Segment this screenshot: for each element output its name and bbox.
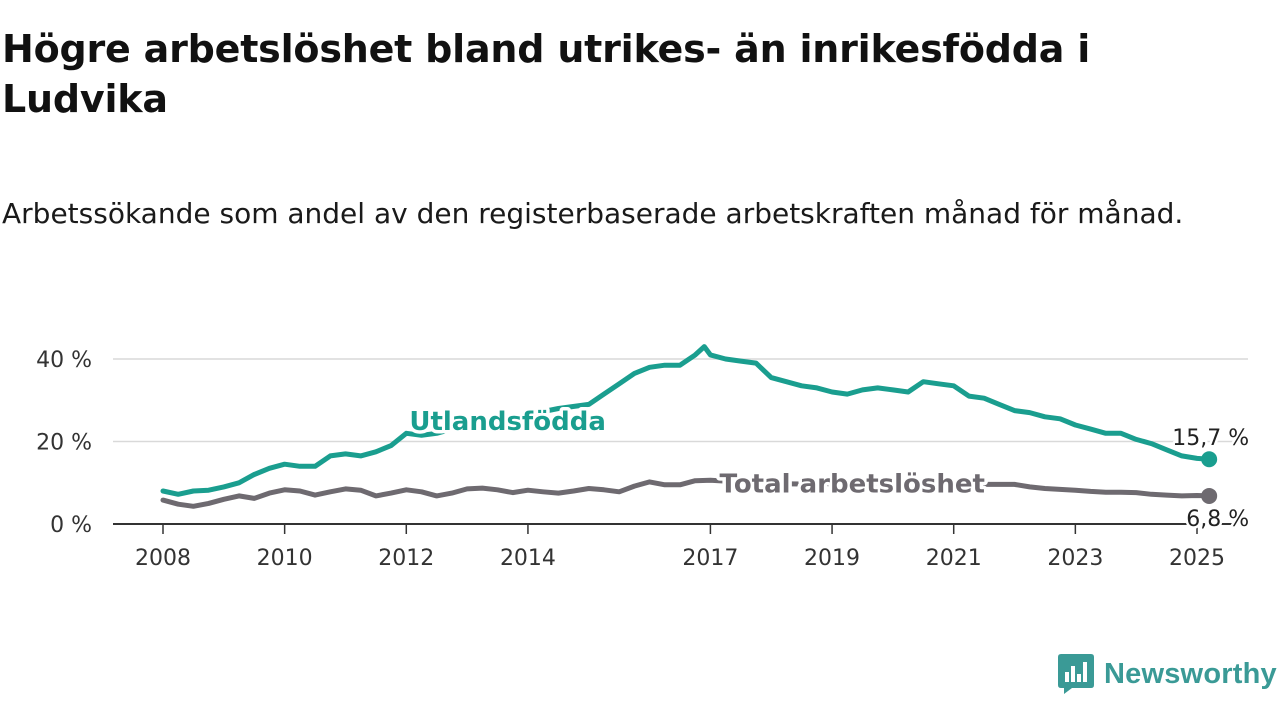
series-end-marker-utlandsf-dda	[1201, 451, 1218, 468]
x-tick-label: 2021	[926, 546, 982, 571]
x-tick-label: 2025	[1169, 546, 1225, 571]
brand-name: Newsworthy	[1104, 657, 1277, 690]
x-tick-label: 2014	[500, 546, 556, 571]
x-tick-label: 2012	[378, 546, 434, 571]
series-label-utlandsf-dda: Utlandsfödda	[409, 407, 606, 437]
newsworthy-brand: Newsworthy	[1058, 654, 1277, 694]
series-label-total-arbetsl-shet: Total arbetslöshet	[720, 470, 985, 500]
series-end-marker-total-arbetsl-shet	[1201, 487, 1218, 504]
x-tick-label: 2017	[682, 546, 738, 571]
y-axis-ticks: 0 % 20 % 40 %	[36, 348, 92, 538]
x-tick-label: 2023	[1047, 546, 1103, 571]
series-lines	[160, 344, 1218, 509]
series-end-value-utlandsf-dda: 15,7 %	[1172, 426, 1249, 451]
newsworthy-logo-icon	[1058, 654, 1094, 694]
series-line-total-arbetsl-shet	[160, 477, 1212, 509]
gridlines	[113, 358, 1248, 525]
x-tick-label: 2019	[804, 546, 860, 571]
series-end-value-total-arbetsl-shet: 6,8 %	[1186, 507, 1249, 532]
y-tick-label: 0 %	[50, 513, 92, 538]
series-line-utlandsf-dda	[160, 344, 1212, 497]
x-axis-ticks: 2008 2010 2012 2014 2017 2019 2021 2023 2025	[135, 524, 1225, 571]
x-tick-label: 2010	[257, 546, 313, 571]
series-labels: 15,7 % 6,8 % Utlandsfödda Total arbetslöshe…	[406, 403, 1252, 534]
y-tick-label: 20 %	[36, 431, 92, 456]
chart-title: Högre arbetslöshet bland utrikes- än inr…	[2, 27, 1091, 121]
x-tick-label: 2008	[135, 546, 191, 571]
chart-subtitle: Arbetssökande som andel av den registerb…	[2, 197, 1184, 230]
y-tick-label: 40 %	[36, 348, 92, 373]
